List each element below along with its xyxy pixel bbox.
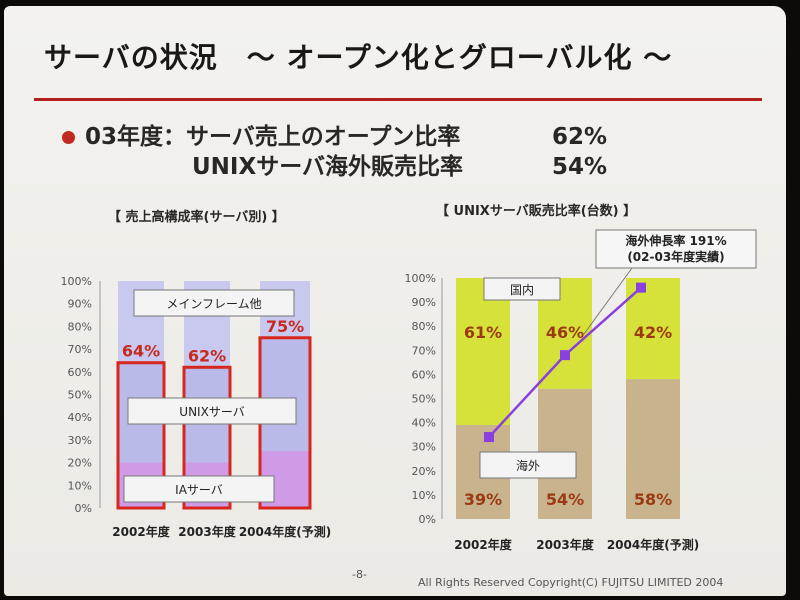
x-category-label: 2003年度	[178, 524, 236, 539]
y-tick-label: 80%	[68, 320, 92, 333]
overseas-value-label: 58%	[634, 490, 672, 509]
slide-title: サーバの状況 ～ オープン化とグローバル化 ～	[44, 41, 673, 74]
annotation-label: IAサーバ	[175, 483, 223, 497]
y-tick-label: 40%	[68, 411, 92, 424]
y-tick-label: 100%	[405, 272, 436, 285]
growth-point	[636, 282, 646, 293]
bar-overseas	[626, 379, 680, 519]
domestic-value-label: 46%	[546, 323, 584, 342]
annotation-box	[123, 475, 275, 503]
title-divider	[34, 98, 762, 101]
callout-line-2: (02-03年度実績)	[627, 249, 724, 264]
footer-copyright: All Rights Reserved Copyright(C) FUJITSU…	[418, 576, 724, 589]
open-ratio-label: 75%	[266, 317, 304, 336]
bullet-value-2: 54%	[552, 154, 608, 180]
y-tick-label: 80%	[412, 320, 436, 333]
bullet-label-1: 03年度：サーバ売上のオープン比率	[85, 124, 461, 150]
legend-box	[479, 451, 577, 479]
bullet-item: 03年度：サーバ売上のオープン比率	[62, 122, 460, 152]
y-tick-label: 50%	[68, 389, 92, 402]
annotation-box	[127, 397, 297, 425]
growth-point	[484, 432, 494, 443]
open-ratio-outline	[116, 361, 166, 510]
domestic-value-label: 61%	[464, 323, 502, 342]
right-chart: 0% 10% 20% 30% 40% 50% 60% 70% 80% 90% 100% 61% 39% 2…	[405, 229, 757, 552]
y-tick-label: 50%	[412, 393, 436, 406]
x-category-label: 2002年度	[112, 524, 170, 539]
left-chart: 0% 10% 20% 30% 40% 50% 60% 70% 80% 90% 100% 64% 2002…	[61, 275, 332, 539]
y-tick-label: 90%	[412, 296, 436, 309]
growth-point	[560, 350, 570, 361]
open-ratio-label: 64%	[122, 342, 160, 361]
y-tick-label: 0%	[75, 502, 92, 515]
open-ratio-label: 62%	[188, 346, 226, 365]
x-category-label: 2004年度(予測)	[239, 524, 331, 539]
y-tick-label: 70%	[412, 344, 436, 357]
bullet-dot-icon	[62, 131, 75, 144]
slide: サーバの状況 ～ オープン化とグローバル化 ～ 03年度：サーバ売上のオープン比…	[4, 6, 786, 596]
open-ratio-outline	[182, 365, 232, 510]
title-bar: サーバの状況 ～ オープン化とグローバル化 ～	[4, 6, 786, 92]
annotation-label: UNIXサーバ	[179, 405, 244, 419]
callout-line-1: 海外伸長率 191%	[625, 233, 726, 248]
y-tick-label: 100%	[61, 275, 92, 288]
callout-box	[595, 229, 757, 269]
callout-pointer	[583, 267, 633, 335]
bar-domestic	[626, 278, 680, 380]
y-tick-label: 20%	[412, 465, 436, 478]
y-tick-label: 60%	[68, 366, 92, 379]
x-category-label: 2003年度	[536, 537, 594, 552]
footer-page: -8-	[352, 568, 367, 581]
y-tick-label: 30%	[412, 441, 436, 454]
legend-label-overseas: 海外	[516, 458, 540, 473]
y-tick-label: 0%	[419, 513, 436, 526]
y-tick-label: 10%	[68, 479, 92, 492]
bullet-label-2: UNIXサーバ海外販売比率	[192, 154, 463, 180]
legend-box	[483, 277, 561, 301]
y-tick-label: 30%	[68, 434, 92, 447]
y-tick-label: 20%	[68, 457, 92, 470]
domestic-value-label: 42%	[634, 323, 672, 342]
bar-domestic	[456, 278, 510, 426]
left-chart-title: 【 売上高構成率(サーバ別) 】	[108, 210, 285, 225]
y-tick-label: 70%	[68, 343, 92, 356]
overseas-value-label: 54%	[546, 490, 584, 509]
y-tick-label: 10%	[412, 489, 436, 502]
legend-label-domestic: 国内	[510, 283, 534, 297]
x-category-label: 2002年度	[454, 537, 512, 552]
y-tick-label: 40%	[412, 417, 436, 430]
right-chart-title: 【 UNIXサーバ販売比率(台数) 】	[436, 204, 637, 219]
y-tick-label: 60%	[412, 368, 436, 381]
y-tick-label: 90%	[68, 298, 92, 311]
annotation-box	[133, 289, 295, 317]
overseas-value-label: 39%	[464, 490, 502, 509]
x-category-label: 2004年度(予測)	[607, 537, 699, 552]
bullet-value-1: 62%	[552, 124, 608, 150]
annotation-label: メインフレーム他	[166, 297, 261, 311]
